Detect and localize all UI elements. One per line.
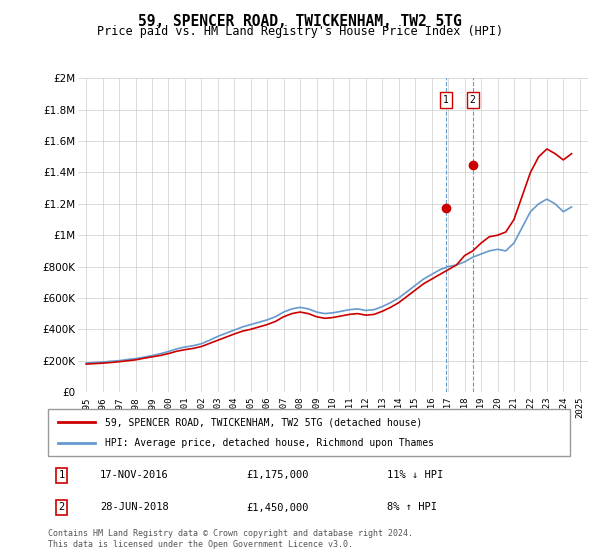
Text: £1,175,000: £1,175,000	[247, 470, 309, 480]
Text: 2: 2	[58, 502, 65, 512]
Text: 1: 1	[443, 95, 449, 105]
Text: 8% ↑ HPI: 8% ↑ HPI	[388, 502, 437, 512]
Text: Contains HM Land Registry data © Crown copyright and database right 2024.
This d: Contains HM Land Registry data © Crown c…	[48, 529, 413, 549]
Text: 11% ↓ HPI: 11% ↓ HPI	[388, 470, 443, 480]
Text: 28-JUN-2018: 28-JUN-2018	[100, 502, 169, 512]
Text: 59, SPENCER ROAD, TWICKENHAM, TW2 5TG (detached house): 59, SPENCER ROAD, TWICKENHAM, TW2 5TG (d…	[106, 417, 422, 427]
Text: 17-NOV-2016: 17-NOV-2016	[100, 470, 169, 480]
Text: 59, SPENCER ROAD, TWICKENHAM, TW2 5TG: 59, SPENCER ROAD, TWICKENHAM, TW2 5TG	[138, 14, 462, 29]
Text: Price paid vs. HM Land Registry's House Price Index (HPI): Price paid vs. HM Land Registry's House …	[97, 25, 503, 38]
Text: HPI: Average price, detached house, Richmond upon Thames: HPI: Average price, detached house, Rich…	[106, 438, 434, 448]
Text: £1,450,000: £1,450,000	[247, 502, 309, 512]
FancyBboxPatch shape	[48, 409, 570, 456]
Text: 2: 2	[470, 95, 476, 105]
Text: 1: 1	[58, 470, 65, 480]
